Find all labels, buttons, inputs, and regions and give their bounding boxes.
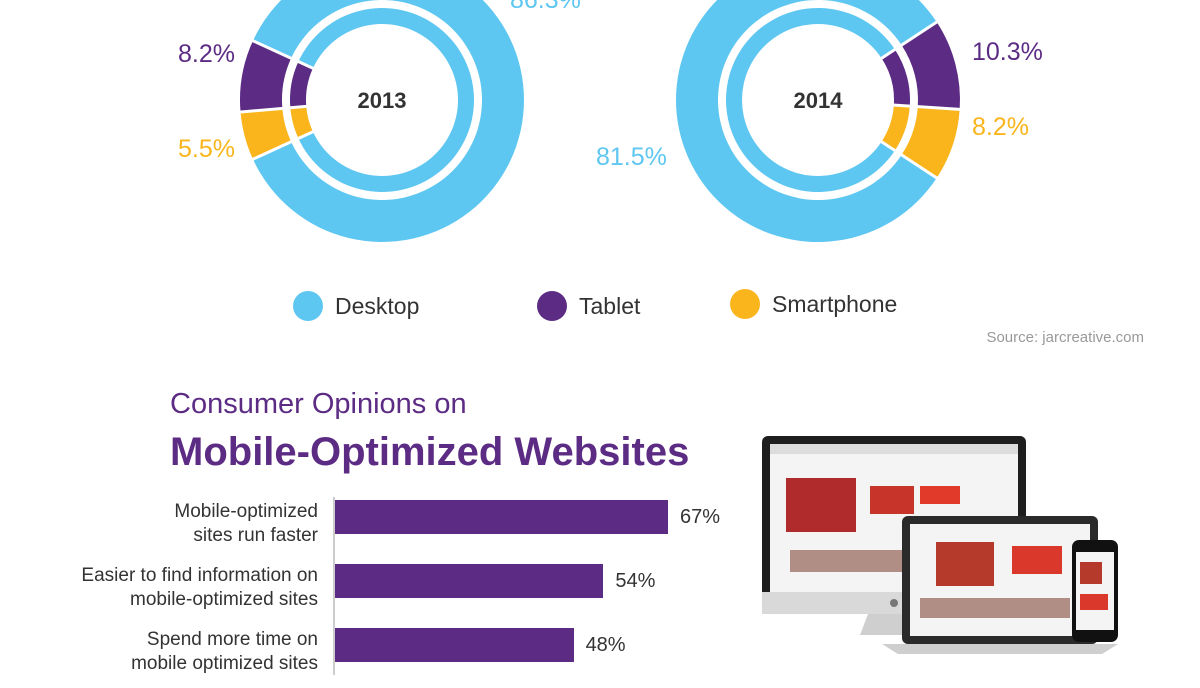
- donut-2014-tablet-slice-ring1: [901, 22, 961, 110]
- bar-category-label-line: mobile optimized sites: [131, 653, 318, 674]
- legend-label-desktop: Desktop: [335, 292, 420, 319]
- donut-2014-separator: [875, 137, 941, 182]
- bar-row: Spend more time on mobile optimized sites…: [0, 628, 760, 688]
- bar-category-label-line: sites run faster: [193, 525, 318, 546]
- donut-2013-desktop-slice-ring1: [252, 0, 524, 242]
- legend-dot-desktop: [293, 291, 323, 321]
- devices-illustration: [762, 436, 1118, 654]
- bar-category-label: Spend more time on mobile optimized sites: [0, 628, 318, 676]
- donut-2013-center-label: 2013: [357, 88, 407, 113]
- donut-2013-separator: [248, 37, 320, 73]
- bar-category-label-line: Mobile-optimized: [174, 501, 318, 522]
- bar-row: Mobile-optimized sites run faster 67%: [0, 500, 760, 560]
- donut-2013-tablet-slice-ring1: [240, 40, 292, 113]
- donut-2014-tablet-slice-ring2: [881, 49, 911, 107]
- donut-2014-separator: [875, 18, 941, 63]
- donut-2014-desktop-slice-ring1: [676, 0, 937, 242]
- bar-category-label: Easier to find information on mobile-opti…: [0, 564, 318, 612]
- bar-category-label-line: Spend more time on: [146, 629, 318, 650]
- bar-row: Easier to find information on mobile-opti…: [0, 564, 760, 624]
- source-note: Source: jarcreative.com: [986, 329, 1144, 346]
- legend-label-tablet: Tablet: [579, 292, 641, 319]
- bar-value-label: 54%: [615, 570, 656, 592]
- donut-2014-smartphone-slice-ring1: [901, 106, 960, 178]
- legend-dot-tablet: [537, 291, 567, 321]
- legend-item-smartphone: Smartphone: [730, 289, 897, 319]
- bar-chart-axis: [333, 497, 335, 675]
- donut-2014-smartphone-label: 8.2%: [972, 113, 1029, 141]
- bar-category-label-line: Easier to find information on: [81, 565, 318, 586]
- bar-value-label: 67%: [680, 506, 721, 528]
- donut-2013-tablet-label: 8.2%: [178, 40, 235, 68]
- legend-dot-smartphone: [730, 289, 760, 319]
- donut-2013-separator: [248, 127, 320, 163]
- donut-2013-separator: [236, 104, 313, 114]
- bar: [335, 564, 604, 598]
- donut-charts: [236, 0, 964, 242]
- donut-2014-center-label: 2014: [793, 88, 843, 113]
- donut-2014-smartphone-slice-ring2: [881, 105, 910, 151]
- donut-2014-tablet-label: 10.3%: [972, 38, 1043, 66]
- legend-item-desktop: Desktop: [293, 291, 419, 321]
- bar-chart-subtitle: Mobile-Optimized Websites: [170, 430, 690, 474]
- donut-2013-desktop-label: 86.3%: [510, 0, 581, 14]
- bar: [335, 500, 668, 534]
- donut-2013-smartphone-slice-ring2: [290, 106, 313, 139]
- bar-category-label: Mobile-optimized sites run faster: [0, 500, 318, 548]
- donut-2014-desktop-label: 81.5%: [596, 143, 667, 171]
- donut-2013-smartphone-label: 5.5%: [178, 135, 235, 163]
- legend-item-tablet: Tablet: [537, 291, 640, 321]
- legend-label-smartphone: Smartphone: [772, 290, 898, 317]
- bar-chart-title: Consumer Opinions on: [170, 388, 467, 420]
- donut-2014-separator: [887, 103, 964, 112]
- bar-category-label-line: mobile-optimized sites: [130, 589, 318, 610]
- bar-value-label: 48%: [585, 634, 626, 656]
- donut-2013-tablet-slice-ring2: [290, 61, 313, 108]
- bar: [335, 628, 574, 662]
